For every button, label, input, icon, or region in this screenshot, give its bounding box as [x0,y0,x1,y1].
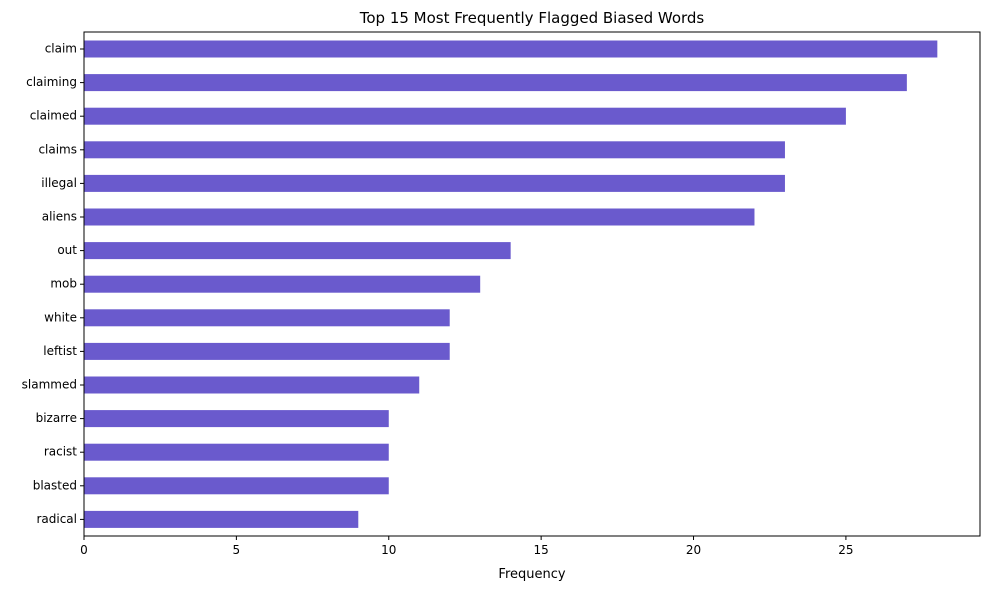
y-tick-label: radical [36,512,77,526]
y-tick-label: white [44,310,77,324]
y-tick-label: illegal [41,176,77,190]
chart-title: Top 15 Most Frequently Flagged Biased Wo… [359,9,705,27]
bar-claimed [84,107,846,125]
bar-radical [84,510,359,528]
x-tick-label: 0 [80,543,88,557]
bar-bizarre [84,410,389,428]
bars-layer [84,40,938,528]
x-tick-label: 25 [838,543,853,557]
y-axis-ticks: claim claiming claimed claims illegal aliens o… [22,42,84,526]
bar-claims [84,141,785,159]
bar-blasted [84,477,389,495]
bar-slammed [84,376,420,394]
x-tick-label: 5 [233,543,241,557]
y-tick-label: slammed [22,378,77,392]
y-tick-label: blasted [33,478,77,492]
bar-racist [84,443,389,461]
y-tick-label: claimed [30,109,77,123]
y-tick-label: claim [45,42,77,56]
x-axis-label: Frequency [498,567,565,582]
x-tick-label: 15 [534,543,549,557]
bar-aliens [84,208,755,226]
y-tick-label: racist [44,445,77,459]
x-tick-label: 20 [686,543,701,557]
y-tick-label: out [57,243,77,257]
bar-white [84,309,450,327]
bar-claim [84,40,938,58]
y-tick-label: mob [50,277,77,291]
x-tick-label: 10 [381,543,396,557]
bar-mob [84,275,481,293]
bar-illegal [84,174,785,192]
y-tick-label: claiming [26,75,77,89]
bar-leftist [84,342,450,360]
bar-out [84,242,511,260]
plot-frame [83,31,981,537]
y-tick-label: aliens [42,210,77,224]
y-tick-label: leftist [43,344,77,358]
y-tick-label: claims [38,142,77,156]
y-tick-label: bizarre [36,411,77,425]
x-axis-ticks: 0 5 10 15 20 25 [80,536,854,557]
bar-claiming [84,74,907,92]
